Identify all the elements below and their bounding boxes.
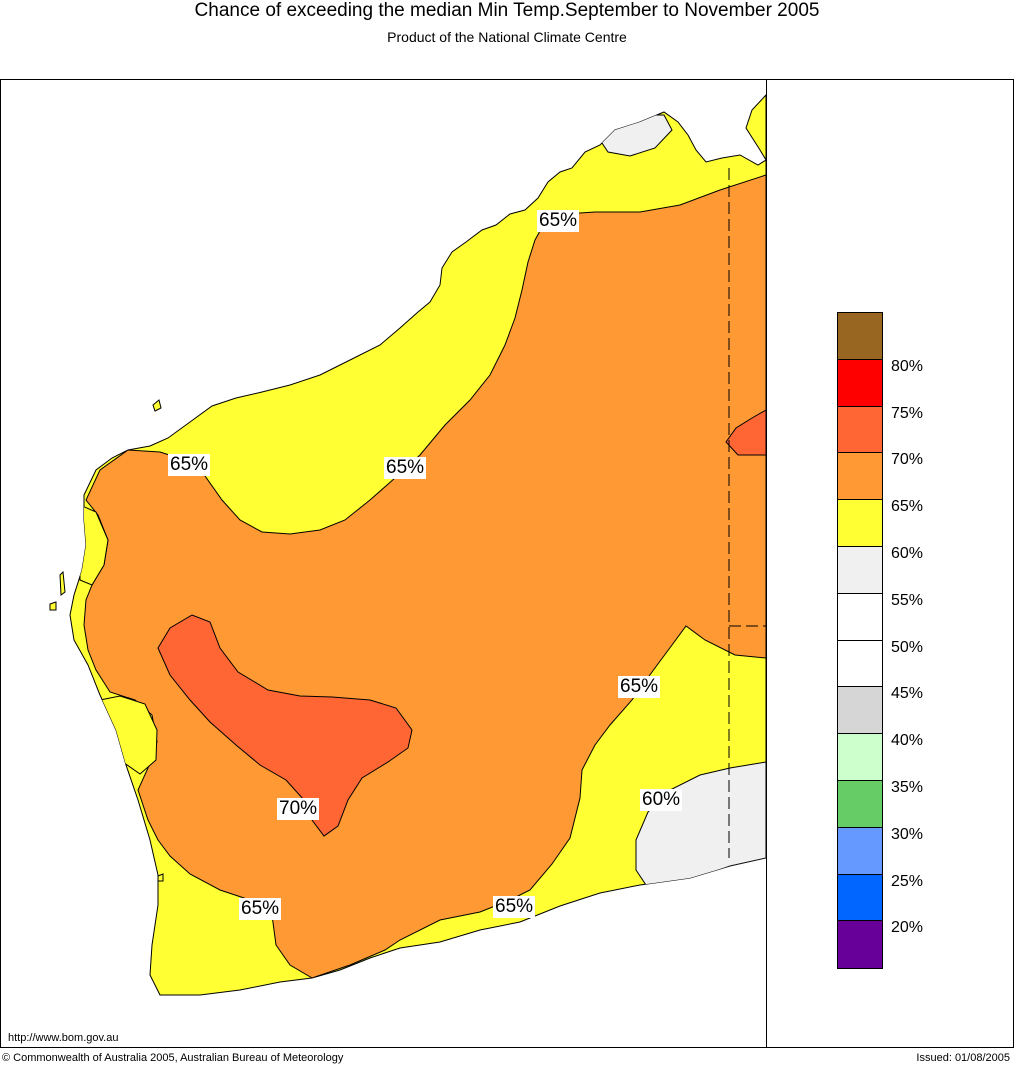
legend-swatch (838, 453, 882, 501)
legend-swatch (838, 546, 882, 594)
legend-swatch (838, 874, 882, 922)
legend-swatch (838, 780, 882, 828)
contour-label: 60% (640, 789, 683, 811)
contour-label: 65% (384, 457, 427, 479)
source-url[interactable]: http://www.bom.gov.au (8, 1032, 119, 1044)
legend-swatch (838, 734, 882, 781)
zone-65-70 (83, 174, 766, 979)
state-border (728, 168, 766, 858)
contour-label: 65% (618, 676, 661, 698)
legend-tick-label: 70% (891, 451, 924, 469)
wa-map (0, 79, 766, 1047)
legend-swatch (838, 313, 882, 360)
contour-label: 65% (239, 898, 282, 920)
legend-tick-label: 20% (891, 919, 924, 937)
zone-70-75-central (157, 614, 413, 837)
copyright-notice: © Commonwealth of Australia 2005, Austra… (2, 1052, 344, 1064)
legend-swatch (838, 359, 882, 407)
legend-tick-label: 45% (891, 685, 924, 703)
map-subtitle: Product of the National Climate Centre (387, 29, 627, 45)
legend-tick-label: 80% (891, 357, 924, 375)
legend-tick-label: 35% (891, 779, 924, 796)
contour-label: 70% (277, 798, 320, 820)
contour-label: 65% (537, 210, 580, 232)
legend-swatch (838, 500, 882, 547)
zone-70-75-east (725, 409, 766, 456)
legend-tick-label: 25% (891, 872, 924, 890)
legend-swatch (838, 921, 882, 969)
map-title: Chance of exceeding the median Min Temp.… (194, 0, 820, 21)
legend-swatch (838, 827, 882, 875)
legend-swatch (838, 593, 882, 641)
contour-label: 65% (168, 454, 211, 476)
legend-tick-label: 55% (891, 591, 924, 609)
legend-swatch (838, 640, 882, 688)
legend-tick-label: 65% (891, 498, 924, 516)
zone-60-65-west (79, 504, 109, 586)
legend-divider (766, 79, 767, 1047)
legend-colorbar (837, 312, 883, 970)
contour-label: 65% (493, 896, 536, 918)
islands (49, 399, 164, 882)
legend-swatch (838, 406, 882, 454)
legend-tick-label: 40% (891, 732, 924, 750)
legend-swatch (838, 687, 882, 735)
legend-tick-label: 75% (891, 404, 924, 422)
legend-tick-label: 50% (891, 638, 924, 656)
issued-date: Issued: 01/08/2005 (916, 1052, 1010, 1064)
legend-tick-label: 60% (891, 545, 924, 562)
legend-tick-label: 30% (891, 825, 924, 843)
